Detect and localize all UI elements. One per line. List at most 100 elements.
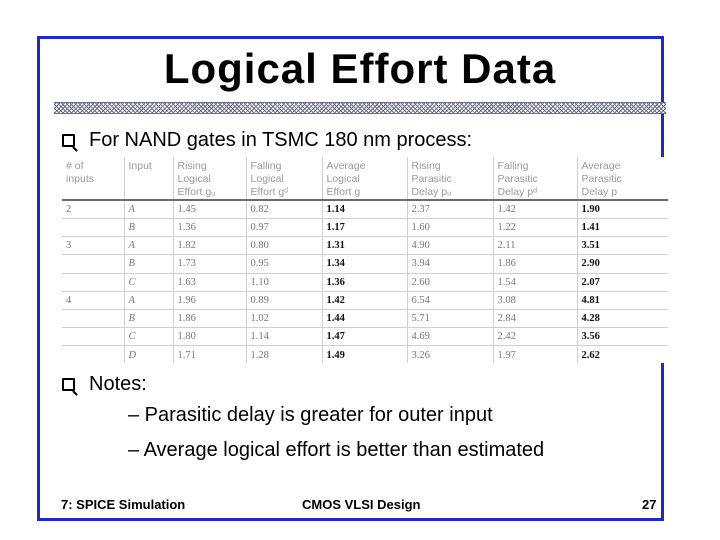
table-cell: 2.11 — [492, 236, 577, 255]
header-line: Parasitic — [581, 173, 622, 185]
table-cell: 4.28 — [576, 308, 668, 328]
header-line: # of — [66, 160, 84, 172]
header-line: Effort gᵤ — [177, 186, 216, 198]
table-cell: 3.26 — [406, 345, 493, 363]
table-cell: 1.80 — [172, 327, 246, 346]
table-cell: D — [123, 345, 173, 363]
table-header-row: # of inputs Input Rising Logical Effort gᵤ Fal… — [62, 157, 668, 201]
header-line: Average — [581, 160, 621, 172]
table-row: 4 A 1.96 0.89 1.42 6.54 3.08 4.81 — [62, 290, 668, 310]
table-cell: 2.60 — [406, 272, 493, 292]
table-cell: A — [123, 290, 173, 310]
table-row: D 1.71 1.28 1.49 3.26 1.97 2.62 — [62, 345, 668, 363]
header-line: Falling — [497, 160, 529, 172]
header-line: Parasitic — [411, 173, 452, 185]
table-cell — [62, 272, 124, 292]
table-cell: 1.31 — [321, 236, 407, 255]
table-cell: B — [123, 254, 173, 274]
header-line: Delay pᵈ — [497, 186, 538, 198]
checkbox-bullet-icon — [62, 378, 75, 391]
header-line: Input — [128, 160, 152, 172]
title-divider — [54, 102, 666, 114]
table-row: B 1.86 1.02 1.44 5.71 2.84 4.28 — [62, 308, 668, 328]
table-cell: 2.84 — [492, 308, 577, 328]
table-header-cell: Rising Logical Effort gᵤ — [172, 157, 246, 201]
header-line: Logical — [177, 173, 211, 185]
table-row: 3 A 1.82 0.80 1.31 4.90 2.11 3.51 — [62, 236, 668, 255]
table-cell — [62, 327, 124, 346]
bullet-nand-gates: For NAND gates in TSMC 180 nm process: — [62, 128, 472, 152]
header-line: Parasitic — [497, 173, 538, 185]
note-parasitic-delay: – Parasitic delay is greater for outer i… — [128, 404, 493, 426]
table-cell: 1.17 — [321, 217, 407, 237]
table-cell: C — [123, 272, 173, 292]
logical-effort-table: # of inputs Input Rising Logical Effort gᵤ Fal… — [62, 157, 668, 363]
footer-course: CMOS VLSI Design — [302, 497, 421, 512]
note-average-effort: – Average logical effort is better than … — [128, 439, 545, 461]
footer-chapter: 7: SPICE Simulation — [61, 497, 186, 512]
table-cell: 1.44 — [321, 308, 407, 328]
header-line: Logical — [250, 173, 284, 185]
table-cell: B — [123, 217, 173, 237]
table-cell: 2.90 — [576, 254, 668, 274]
header-line: Delay p — [581, 186, 618, 198]
table-cell: 4.69 — [406, 327, 493, 346]
table-cell: 2.07 — [576, 272, 668, 292]
table-cell — [62, 345, 124, 363]
table-cell — [62, 217, 124, 237]
table-cell: 1.36 — [172, 217, 246, 237]
table-cell: 1.63 — [172, 272, 246, 292]
table-cell: 2.62 — [576, 345, 668, 363]
table-cell: 0.97 — [245, 217, 322, 237]
table-cell — [62, 308, 124, 328]
bullet-nand-gates-text: For NAND gates in TSMC 180 nm process: — [89, 129, 473, 151]
header-line: Effort g — [326, 186, 361, 198]
table-header-cell: Rising Parasitic Delay pᵤ — [406, 157, 493, 201]
table-cell: 2.37 — [406, 199, 493, 219]
table-cell: 1.71 — [172, 345, 246, 363]
header-line: Rising — [411, 160, 441, 172]
bullet-notes: Notes: — [62, 372, 147, 396]
table-cell: 1.54 — [492, 272, 577, 292]
slide-title: Logical Effort Data — [163, 45, 557, 92]
header-line: Average — [326, 160, 366, 172]
table-cell: 1.49 — [321, 345, 407, 363]
table-cell: 0.89 — [245, 290, 322, 310]
table-cell: 4 — [62, 290, 124, 310]
table-cell: 3.08 — [492, 290, 577, 310]
table-cell: 1.14 — [245, 327, 322, 346]
table-cell: 1.42 — [321, 290, 407, 310]
table-cell: B — [123, 308, 173, 328]
table-cell: 1.47 — [321, 327, 407, 346]
table-row: C 1.80 1.14 1.47 4.69 2.42 3.56 — [62, 327, 668, 346]
table-cell: 5.71 — [406, 308, 493, 328]
table-row: B 1.36 0.97 1.17 1.60 1.22 1.41 — [62, 217, 668, 237]
table-header-cell: Falling Parasitic Delay pᵈ — [492, 157, 577, 201]
table-cell: 4.81 — [576, 290, 668, 310]
table-cell: 2.42 — [492, 327, 577, 346]
table-cell: 3.56 — [576, 327, 668, 346]
header-line: Logical — [326, 173, 360, 185]
header-line: Falling — [250, 160, 282, 172]
table-cell: 0.82 — [245, 199, 322, 219]
header-line: Delay pᵤ — [411, 186, 452, 198]
table-row: C 1.63 1.10 1.36 2.60 1.54 2.07 — [62, 272, 668, 292]
header-line: inputs — [66, 173, 95, 185]
table-cell: 1.14 — [321, 199, 407, 219]
table-cell: 1.97 — [492, 345, 577, 363]
table-cell: 1.22 — [492, 217, 577, 237]
table-cell: 1.41 — [576, 217, 668, 237]
table-row: B 1.73 0.95 1.34 3.94 1.86 2.90 — [62, 254, 668, 274]
table-cell: 1.34 — [321, 254, 407, 274]
table-cell: 0.95 — [245, 254, 322, 274]
table-cell: 1.60 — [406, 217, 493, 237]
table-cell: 1.28 — [245, 345, 322, 363]
table-cell: C — [123, 327, 173, 346]
table-cell: 1.86 — [172, 308, 246, 328]
footer-page-number: 27 — [642, 497, 657, 512]
table-cell: 1.96 — [172, 290, 246, 310]
table-cell: 1.73 — [172, 254, 246, 274]
table-cell: 1.36 — [321, 272, 407, 292]
table-cell: 6.54 — [406, 290, 493, 310]
table-cell: 1.45 — [172, 199, 246, 219]
